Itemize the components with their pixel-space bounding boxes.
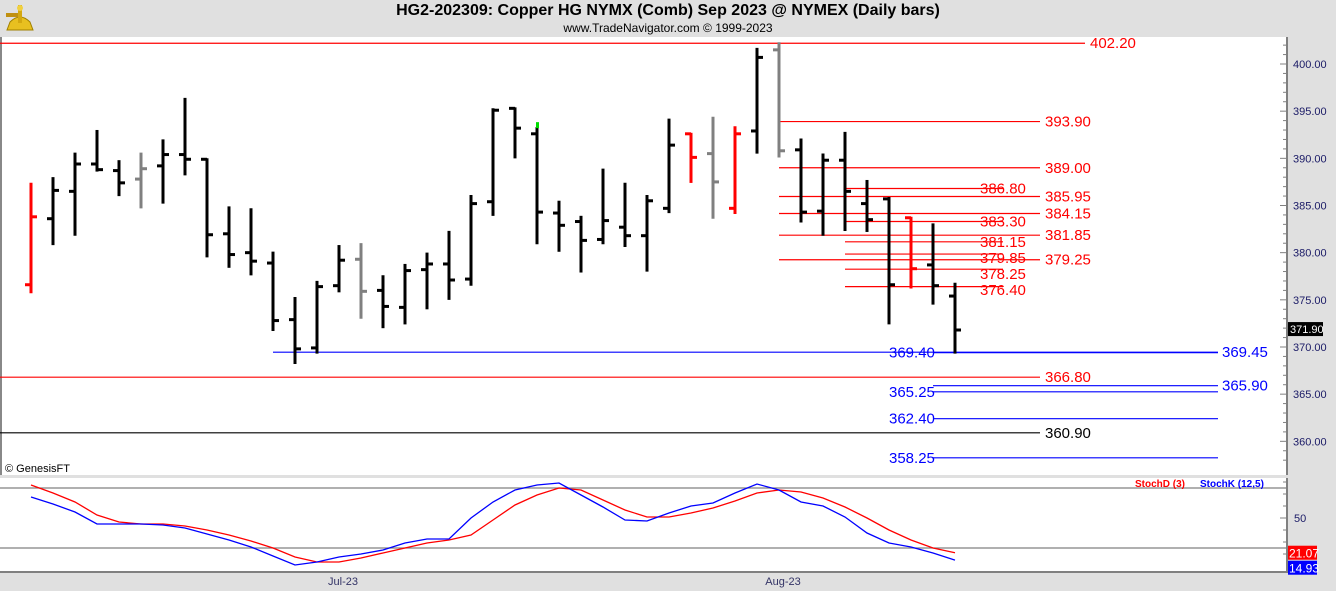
price-axis-label: 380.00 bbox=[1293, 248, 1327, 260]
price-bar bbox=[399, 263, 411, 325]
price-bar bbox=[707, 116, 719, 219]
price-axis-label: 370.00 bbox=[1293, 342, 1327, 354]
price-bar bbox=[839, 131, 851, 232]
price-bar bbox=[883, 196, 895, 325]
price-bar bbox=[487, 108, 499, 216]
price-bar bbox=[245, 208, 257, 276]
green-marker bbox=[536, 122, 539, 129]
level-label: 385.95 bbox=[1045, 189, 1091, 206]
legend-stochd: StochD (3) bbox=[1135, 479, 1185, 490]
level-label: 402.20 bbox=[1090, 35, 1136, 52]
legend-stochk: StochK (12,5) bbox=[1200, 479, 1264, 490]
stochk-value: 14.93 bbox=[1289, 562, 1319, 576]
date-axis-label: Aug-23 bbox=[765, 576, 800, 588]
stochd-value: 21.07 bbox=[1289, 547, 1319, 561]
price-axis-label: 360.00 bbox=[1293, 436, 1327, 448]
level-label: 360.90 bbox=[1045, 425, 1091, 442]
last-price-label: 371.90 bbox=[1290, 324, 1324, 336]
price-axis-label: 385.00 bbox=[1293, 200, 1327, 212]
price-bar bbox=[949, 282, 961, 354]
price-axis-label: 375.00 bbox=[1293, 295, 1327, 307]
price-bar bbox=[201, 157, 213, 258]
price-bar bbox=[927, 223, 939, 305]
level-label: 369.45 bbox=[1222, 344, 1268, 361]
price-bar bbox=[157, 139, 169, 204]
level-label: 365.25 bbox=[889, 384, 935, 401]
price-bar bbox=[69, 152, 81, 236]
stochk-value-box bbox=[1288, 560, 1317, 575]
stoch-axis-label: 50 bbox=[1294, 513, 1306, 525]
price-axis-label: 395.00 bbox=[1293, 106, 1327, 118]
level-label: 389.00 bbox=[1045, 160, 1091, 177]
price-bar bbox=[179, 97, 191, 176]
level-label: 381.85 bbox=[1045, 227, 1091, 244]
price-bar bbox=[443, 230, 455, 300]
price-bar bbox=[751, 47, 763, 154]
title-bar: HG2-202309: Copper HG NYMX (Comb) Sep 20… bbox=[0, 0, 1336, 37]
price-bar bbox=[861, 179, 873, 232]
price-axis-label: 365.00 bbox=[1293, 389, 1327, 401]
stochd-line bbox=[30, 484, 956, 563]
price-bar bbox=[47, 177, 59, 246]
stochk-line bbox=[30, 482, 956, 566]
level-label: 384.15 bbox=[1045, 206, 1091, 223]
level-label: 369.40 bbox=[889, 345, 935, 362]
level-label: 362.40 bbox=[889, 411, 935, 428]
price-bar bbox=[91, 129, 103, 172]
level-label: 358.25 bbox=[889, 450, 935, 467]
price-bar bbox=[553, 200, 565, 252]
price-bar bbox=[421, 252, 433, 310]
price-bar bbox=[135, 152, 147, 209]
level-label: 379.25 bbox=[1045, 252, 1091, 269]
price-bar bbox=[113, 160, 125, 197]
price-bar bbox=[223, 206, 235, 268]
price-bar bbox=[531, 122, 543, 245]
price-bar bbox=[267, 251, 279, 332]
last-price-box bbox=[1288, 322, 1323, 337]
price-bar bbox=[465, 195, 477, 286]
chart-title: HG2-202309: Copper HG NYMX (Comb) Sep 20… bbox=[396, 2, 940, 19]
price-bar bbox=[685, 132, 697, 183]
price-bar bbox=[25, 182, 37, 294]
level-label: 379.85 bbox=[980, 250, 1026, 267]
price-bar bbox=[333, 245, 345, 293]
price-bar bbox=[311, 280, 323, 354]
level-label: 365.90 bbox=[1222, 378, 1268, 395]
price-bar bbox=[619, 182, 631, 248]
level-label: 383.30 bbox=[980, 214, 1026, 231]
price-axis-label: 390.00 bbox=[1293, 153, 1327, 165]
genesis-watermark: © GenesisFT bbox=[5, 463, 70, 475]
price-bar bbox=[641, 195, 653, 272]
price-bar bbox=[575, 215, 587, 273]
price-bar bbox=[597, 168, 609, 245]
stochastic-panel bbox=[0, 478, 1287, 572]
price-bar bbox=[817, 153, 829, 236]
price-bar bbox=[773, 42, 785, 158]
price-panel bbox=[0, 37, 1287, 475]
level-label: 376.40 bbox=[980, 282, 1026, 299]
level-label: 381.15 bbox=[980, 234, 1026, 251]
level-label: 366.80 bbox=[1045, 369, 1091, 386]
price-bar bbox=[289, 296, 301, 365]
price-bar bbox=[509, 106, 521, 159]
price-bar bbox=[795, 138, 807, 223]
level-label: 378.25 bbox=[980, 266, 1026, 283]
stochd-value-box bbox=[1288, 545, 1317, 560]
price-bar bbox=[905, 216, 917, 289]
level-label: 386.80 bbox=[980, 181, 1026, 198]
price-bar bbox=[663, 118, 675, 214]
price-bar bbox=[377, 275, 389, 329]
chart-subtitle: www.TradeNavigator.com © 1999-2023 bbox=[563, 21, 773, 35]
sextant-logo-icon bbox=[6, 5, 34, 31]
price-axis-label: 400.00 bbox=[1293, 59, 1327, 71]
level-label: 393.90 bbox=[1045, 114, 1091, 131]
price-bar bbox=[355, 243, 367, 319]
price-bar bbox=[729, 126, 741, 215]
date-axis-label: Jul-23 bbox=[328, 576, 358, 588]
